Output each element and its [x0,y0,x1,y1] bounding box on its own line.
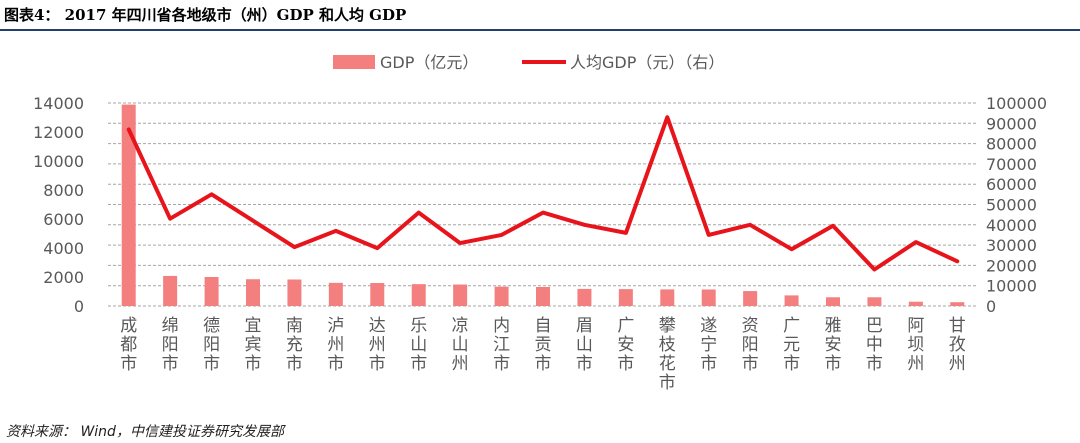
category-label-0: 成都市 [120,316,137,374]
per-capita-series-line [126,115,960,272]
left-axis: 0 2000 4000 6000 8000 10000 12000 14000 [33,94,84,316]
category-label-6: 达州市 [369,316,386,374]
left-tick-5: 10000 [33,152,84,171]
right-tick-2: 20000 [986,256,1037,275]
right-tick-1: 10000 [986,277,1037,296]
category-label-1: 绵阳市 [162,316,179,374]
right-tick-4: 40000 [986,216,1037,235]
category-label-9: 内江市 [493,316,510,374]
gdp-bar-13 [660,289,675,306]
category-label-8: 凉山州 [452,316,469,374]
gdp-bar-19 [908,301,923,306]
left-tick-3: 6000 [43,210,84,229]
source-note: 资料来源： Wind，中信建投证券研究发展部 [6,424,284,440]
gdp-bar-16 [784,295,799,306]
gridlines [108,102,978,307]
right-tick-7: 70000 [986,155,1037,174]
left-tick-6: 12000 [33,123,84,142]
gdp-bar-11 [577,288,592,306]
gdp-bar-8 [453,284,468,306]
category-label-17: 雅安市 [825,316,842,374]
gdp-bars [121,104,965,306]
category-label-13: 攀枝花市 [659,316,676,393]
figure-title: 图表4： 2017 年四川省各地级市（州）GDP 和人均 GDP [4,6,407,24]
left-tick-1: 2000 [43,268,84,287]
legend: GDP（亿元） 人均GDP（元）（右） [333,53,724,72]
left-tick-2: 4000 [43,239,84,258]
gdp-bar-4 [287,279,302,306]
gdp-bar-7 [411,284,426,306]
category-label-2: 德阳市 [203,316,220,374]
category-label-20: 甘孜州 [949,316,966,374]
gdp-bar-9 [494,286,509,306]
category-label-3: 宜宾市 [245,316,262,374]
left-tick-0: 0 [74,297,84,316]
gdp-bar-3 [246,279,260,306]
gdp-bar-20 [950,302,965,306]
gdp-bar-15 [743,291,758,306]
category-label-19: 阿坝州 [907,316,924,374]
right-tick-3: 30000 [986,236,1037,255]
right-tick-0: 0 [986,297,996,316]
legend-label-gdp: GDP（亿元） [380,53,478,72]
category-label-15: 资阳市 [742,316,759,374]
right-tick-8: 80000 [986,135,1037,154]
gdp-bar-5 [328,282,343,306]
right-tick-6: 60000 [986,175,1037,194]
gdp-bar-0 [121,104,136,306]
category-label-11: 眉山市 [576,316,593,374]
category-label-14: 遂宁市 [700,316,717,374]
right-tick-5: 50000 [986,196,1037,215]
category-label-4: 南充市 [286,316,303,374]
gdp-bar-18 [867,297,882,306]
title-rule [0,29,1080,31]
per-capita-line [126,115,960,272]
gdp-bar-14 [701,289,716,306]
right-tick-10: 100000 [986,94,1047,113]
category-label-12: 广安市 [617,316,634,374]
category-label-16: 广元市 [783,316,800,374]
gdp-bar-17 [826,297,840,306]
left-tick-7: 14000 [33,94,84,113]
gdp-bar-12 [618,289,633,306]
legend-label-per-capita: 人均GDP（元）（右） [570,53,724,72]
right-tick-9: 90000 [986,114,1037,133]
gdp-bar-6 [370,283,385,306]
gdp-bar-2 [204,277,219,306]
category-label-10: 自贡市 [535,316,552,374]
gdp-bar-10 [536,286,550,306]
category-label-18: 巴中市 [866,316,883,374]
gdp-bar-1 [163,275,178,306]
category-label-7: 乐山市 [410,316,427,374]
category-labels: 成都市 绵阳市 德阳市 宜宾市 南充市 泸州市 达州市 乐山市 凉山州 内江市 自贡市 眉山市 广安市 攀… [120,316,966,393]
left-tick-4: 8000 [43,181,84,200]
category-label-5: 泸州市 [327,316,344,374]
legend-swatch-gdp [333,55,375,69]
